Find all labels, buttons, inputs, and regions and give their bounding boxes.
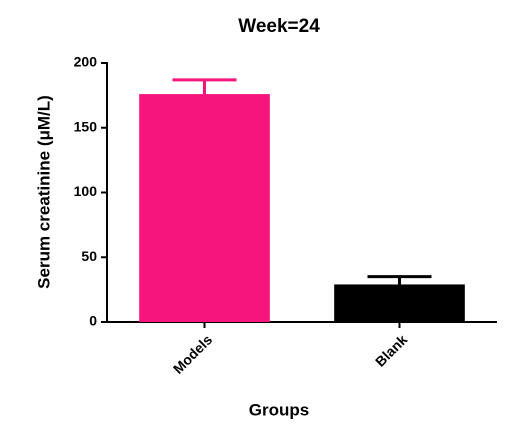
y-tick-label: 50: [81, 248, 97, 264]
y-tick-label: 0: [89, 313, 97, 329]
chart-title: Week=24: [238, 16, 320, 37]
error-bar: [367, 275, 432, 285]
y-tick-label: 150: [74, 118, 98, 134]
error-bar: [172, 78, 237, 95]
bar: [334, 284, 465, 322]
y-tick-label: 200: [74, 54, 98, 70]
x-tick-label: Blank: [372, 331, 410, 369]
y-axis-label: Serum creatinine (μM/L): [34, 95, 53, 289]
x-tick-label: Models: [170, 331, 216, 377]
y-tick-label: 100: [74, 183, 98, 199]
x-axis-label: Groups: [249, 400, 309, 419]
bar: [139, 94, 270, 322]
